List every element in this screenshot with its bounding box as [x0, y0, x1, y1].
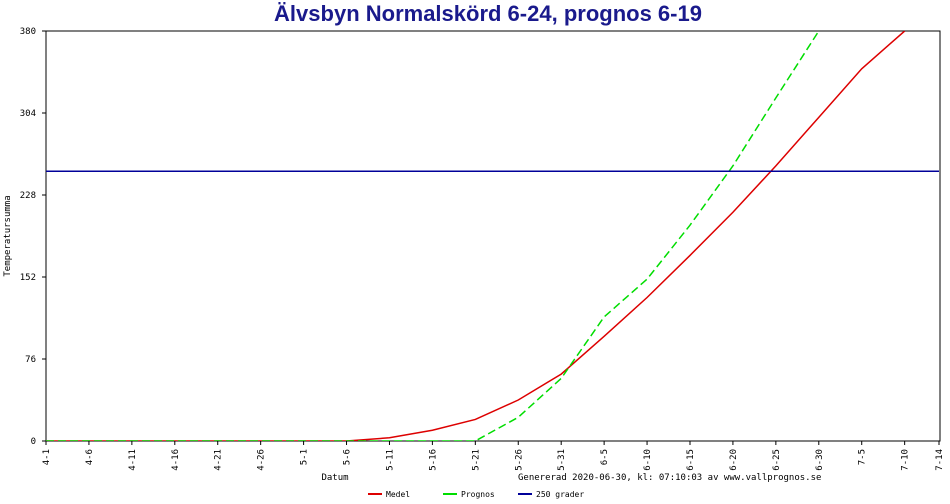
x-tick-label: 5-16 — [428, 449, 438, 471]
x-tick-label: 5-31 — [557, 449, 567, 471]
series-line — [46, 31, 906, 441]
legend-label: Medel — [386, 490, 410, 499]
y-tick-label: 0 — [31, 437, 36, 447]
x-tick-label: 4-6 — [85, 449, 95, 465]
y-tick-label: 152 — [20, 273, 36, 283]
x-tick-label: 6-10 — [643, 449, 653, 471]
x-tick-label: 6-25 — [772, 449, 782, 471]
annotation: Genererad 2020-06-30, kl: 07:10:03 av ww… — [518, 473, 821, 483]
x-tick-label: 6-5 — [600, 449, 610, 465]
x-tick-label: 5-26 — [514, 449, 524, 471]
y-tick-label: 380 — [20, 27, 36, 37]
x-tick-label: 5-6 — [343, 449, 353, 465]
plot-frame — [45, 30, 941, 442]
legend-label: 250 grader — [536, 490, 584, 499]
y-axis-label: Temperatursumma — [3, 195, 13, 276]
x-tick-label: 6-30 — [815, 449, 825, 471]
legend-label: Prognos — [461, 490, 495, 499]
series-line — [46, 31, 820, 441]
x-tick-label: 4-1 — [42, 449, 52, 465]
x-tick-label: 5-1 — [300, 449, 310, 465]
x-tick-label: 4-21 — [214, 449, 224, 471]
x-tick-label: 4-11 — [128, 449, 138, 471]
x-tick-label: 4-16 — [171, 449, 181, 471]
x-tick-label: 4-26 — [257, 449, 267, 471]
x-tick-label: 5-21 — [471, 449, 481, 471]
x-tick-label: 7-14 — [935, 449, 945, 471]
y-tick-label: 304 — [20, 109, 36, 119]
y-tick-label: 228 — [20, 191, 36, 201]
x-tick-label: 7-5 — [858, 449, 868, 465]
chart-title: Älvsbyn Normalskörd 6-24, prognos 6-19 — [274, 1, 702, 26]
x-axis-label: Datum — [321, 473, 348, 483]
x-tick-label: 5-11 — [385, 449, 395, 471]
x-tick-label: 6-15 — [686, 449, 696, 471]
x-tick-label: 7-10 — [901, 449, 911, 471]
y-tick-label: 76 — [25, 355, 36, 365]
x-tick-label: 6-20 — [729, 449, 739, 471]
